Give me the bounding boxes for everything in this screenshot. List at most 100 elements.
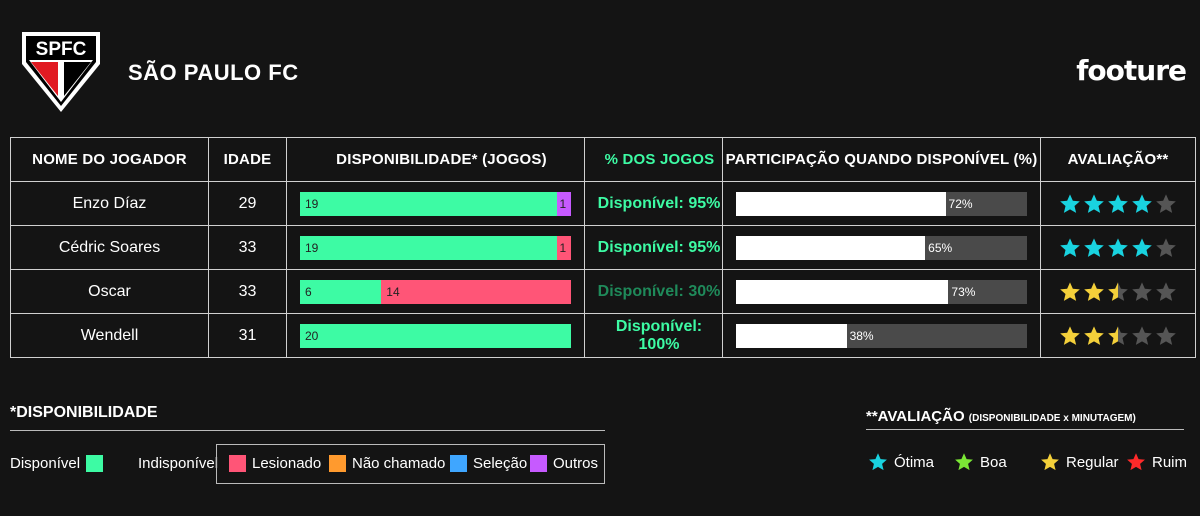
player-name: Enzo Díaz (10, 181, 209, 226)
pct-games: Disponível: 95% (584, 181, 723, 226)
bar-label-injured: 14 (386, 284, 400, 299)
star-icon (1084, 281, 1104, 301)
bar-label-available: 20 (305, 328, 319, 343)
availability-legend-row: Disponível Indisponível Lesionado Não ch… (10, 444, 605, 484)
player-age: 33 (208, 269, 287, 314)
brand-logo: footure (1076, 54, 1187, 87)
rating-cell (1040, 225, 1196, 270)
legend-injured: Lesionado (229, 455, 321, 472)
availability-cell: 19 1 (286, 181, 585, 226)
bar-segment-available: 20 (300, 323, 571, 348)
player-age: 29 (208, 181, 287, 226)
rating-cell (1040, 269, 1196, 314)
legend-national-team-swatch (450, 455, 467, 472)
rating-good-label: Boa (980, 453, 1007, 471)
rating-good: Boa (954, 452, 1007, 472)
header-pct-games: % DOS JOGOS (584, 137, 723, 182)
participation-bar: 72% (736, 191, 1027, 216)
pct-games: Disponível: 30% (584, 269, 723, 314)
availability-bar: 19 1 (300, 235, 571, 260)
header-rating: AVALIAÇÃO** (1040, 137, 1196, 182)
participation-label: 73% (951, 284, 976, 299)
bar-segment-others: 1 (557, 191, 571, 216)
availability-bar: 20 (300, 323, 571, 348)
rating-great-label: Ótima (894, 453, 935, 471)
star-icon (955, 453, 973, 471)
star-icon (1156, 193, 1176, 213)
star-icon (1132, 193, 1152, 213)
star-icon (1132, 325, 1152, 345)
star-icon (1156, 237, 1176, 257)
star-icon (1108, 237, 1128, 257)
bar-label-available: 19 (305, 240, 319, 255)
bar-label-available: 19 (305, 196, 319, 211)
bar-segment-injured: 14 (381, 279, 571, 304)
legend-not-called: Não chamado (329, 455, 445, 472)
player-name: Wendell (10, 313, 209, 358)
availability-bar: 6 14 (300, 279, 571, 304)
bar-segment-available: 19 (300, 235, 558, 260)
rating-cell (1040, 313, 1196, 358)
player-age: 33 (208, 225, 287, 270)
availability-legend-title: *DISPONIBILIDADE (10, 404, 605, 431)
bar-segment-available: 6 (300, 279, 382, 304)
player-age: 31 (208, 313, 287, 358)
pct-games: Disponível: 100% (584, 313, 723, 358)
legend-unavailable-label: Indisponível (138, 455, 219, 472)
header-age: IDADE (208, 137, 287, 182)
star-icon (1108, 325, 1128, 345)
legend-not-called-label: Não chamado (352, 455, 446, 472)
star-icon (1084, 237, 1104, 257)
club-name: SÃO PAULO FC (128, 60, 299, 85)
rating-legend-subtitle: (DISPONIBILIDADE x MINUTAGEM) (968, 413, 1136, 424)
star-icon (1060, 325, 1080, 345)
bar-segment-injured: 1 (557, 235, 571, 260)
star-icon (1084, 193, 1104, 213)
participation-label: 65% (928, 240, 953, 255)
participation-cell: 72% (722, 181, 1041, 226)
star-icon (1041, 453, 1059, 471)
participation-fill (736, 191, 946, 216)
header-availability: DISPONIBILIDADE* (JOGOS) (286, 137, 585, 182)
star-icon (1060, 237, 1080, 257)
bar-label-available: 6 (305, 284, 312, 299)
rating-stars (1041, 237, 1195, 259)
header-participation: PARTICIPAÇÃO QUANDO DISPONÍVEL (%) (722, 137, 1041, 182)
availability-cell: 20 (286, 313, 585, 358)
star-icon (869, 453, 887, 471)
star-icon (1060, 281, 1080, 301)
table-row: Cédric Soares 33 19 1 Disponível: 95% 65% (10, 225, 1196, 270)
participation-bar: 38% (736, 323, 1027, 348)
table-header-row: NOME DO JOGADOR IDADE DISPONIBILIDADE* (… (10, 137, 1196, 182)
star-icon (1108, 281, 1128, 301)
rating-stars (1041, 193, 1195, 215)
star-icon (1132, 281, 1152, 301)
pct-games: Disponível: 95% (584, 225, 723, 270)
bar-segment-available: 19 (300, 191, 558, 216)
star-icon (1060, 193, 1080, 213)
legend-others: Outros (530, 455, 598, 472)
club-logo: SPFC (20, 30, 102, 114)
participation-cell: 73% (722, 269, 1041, 314)
participation-fill (736, 235, 926, 260)
player-name: Oscar (10, 269, 209, 314)
legend-national-team-label: Seleção (473, 455, 528, 472)
star-icon (1156, 281, 1176, 301)
rating-cell (1040, 181, 1196, 226)
participation-label: 38% (849, 328, 874, 343)
table-row: Enzo Díaz 29 19 1 Disponível: 95% 72% (10, 181, 1196, 226)
participation-fill (736, 323, 847, 348)
availability-bar: 19 1 (300, 191, 571, 216)
rating-great: Ótima (868, 452, 934, 472)
availability-legend: *DISPONIBILIDADE Disponível Indisponível… (10, 404, 605, 484)
legend-available-swatch (86, 455, 104, 472)
table-row: Wendell 31 20 Disponível: 100% 38% (10, 313, 1196, 358)
legend-national-team: Seleção (450, 455, 527, 472)
legend-available: Disponível (10, 455, 104, 472)
participation-bar: 65% (736, 235, 1027, 260)
rating-legend: **AVALIAÇÃO (DISPONIBILIDADE x MINUTAGEM… (866, 408, 1187, 471)
star-icon (1132, 237, 1152, 257)
star-icon (1156, 325, 1176, 345)
rating-regular: Regular (1040, 452, 1119, 472)
legend-injured-label: Lesionado (252, 455, 322, 472)
